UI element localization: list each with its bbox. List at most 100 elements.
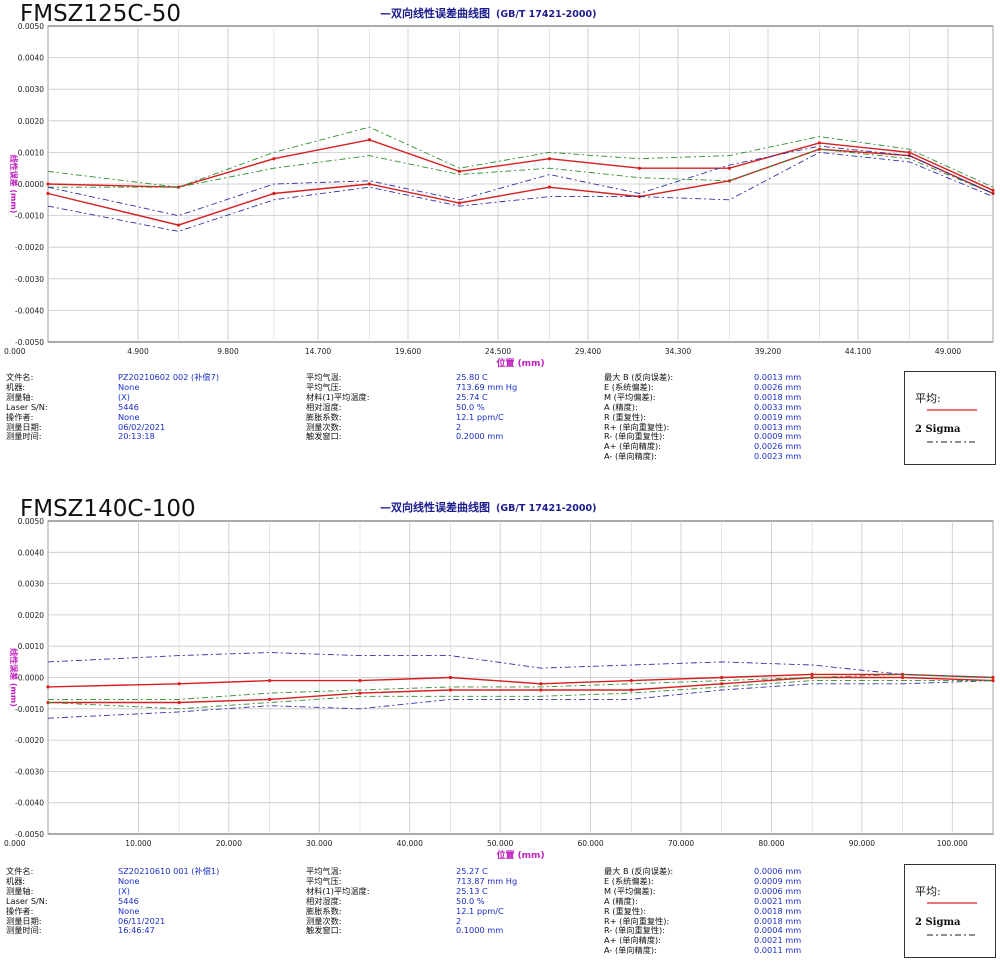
x-tick-label: 24.500 [485,347,511,356]
y-tick-label: -0.0020 [15,243,44,252]
series-line-sigma-green [47,680,993,710]
info-value: PZ20210602 002 (补偿7) [118,372,220,382]
info-label: 操作者: [6,411,34,422]
legend-mean-swatch [927,902,977,904]
info-value: 0.2000 mm [456,431,504,442]
info-label: 测量日期: [6,915,42,926]
info-label: 机器: [6,381,26,392]
x-tick-label: 4.900 [127,347,149,356]
chart-panel-bottom: -0.0050 -0.0040 -0.0030 -0.0020 -0.0010 0.000… [0,493,1000,962]
data-point [272,157,276,161]
data-point [991,675,995,680]
machine-model-title: FMSZ140C-100 [20,496,196,522]
series-line-sigma-blue [47,680,994,719]
info-label: 测量时间: [6,925,42,936]
info-value: 0.0023 mm [754,451,802,462]
data-point [457,169,462,173]
info-value: 16:46:47 [118,925,155,936]
legend-sigma-swatch [927,441,977,443]
x-tick-label: 9.800 [217,347,239,356]
info-label: 操作者: [6,905,34,916]
data-point [358,679,362,683]
info-label: A+ (单向精度): [604,935,661,946]
info-label: A (精度): [604,895,638,906]
info-label: A- (单向精度): [604,945,657,956]
info-label: Laser S/N: [6,895,48,906]
x-tick-label: 39.200 [755,347,781,356]
data-point [637,166,642,170]
chart-title-text: —双向线性误差曲线图 [380,501,490,514]
info-value: 12.1 ppm/C [456,411,504,422]
info-value: 0.0013 mm [754,372,802,382]
info-label: Laser S/N: [6,401,48,412]
info-label: 平均气温: [306,372,342,382]
data-point [177,700,181,705]
data-point [267,679,272,683]
info-value: 0.0018 mm [754,905,802,916]
info-label: 文件名: [6,866,34,876]
x-tick-label: 20.000 [216,839,242,848]
data-point [448,675,453,680]
legend-sigma-label: 2 Sigma [915,424,961,435]
info-value: None [118,905,140,916]
info-value: 06/11/2021 [118,915,166,926]
info-value: 20:13:18 [118,431,155,442]
x-tick-label: 0.000 [4,347,26,356]
info-label: R (重复性): [604,411,647,422]
series-line-sigma-blue [47,145,994,217]
info-value: 06/02/2021 [118,421,166,432]
info-value: 25.27 C [456,866,488,876]
info-label: 测量时间: [6,431,42,442]
y-tick-label: 0.0040 [18,548,44,557]
data-point [457,201,462,205]
info-value: 25.80 C [456,372,488,382]
x-axis-label: 位置 (mm) [496,357,544,369]
info-label: R+ (单向重复性): [604,915,670,926]
data-point [720,682,724,686]
info-label: A+ (单向精度): [604,441,661,452]
info-label: 触发窗口: [306,925,342,936]
x-tick-label: 19.600 [395,347,421,356]
chart-title-text: —双向线性误差曲线图 [380,7,490,20]
y-tick-label: 0.0020 [18,117,44,126]
x-tick-label: 70.000 [668,839,694,848]
info-label: R (重复性): [604,905,647,916]
y-axis-label: 线性误差 (mm) [9,648,19,707]
info-label: 膨胀系数: [306,411,342,422]
series-line-sigma-blue [47,652,994,678]
y-tick-label: -0.0010 [15,705,44,714]
info-value: 0.0004 mm [754,925,802,936]
y-tick-label: 0.0050 [18,517,44,526]
info-label: 测量日期: [6,421,42,432]
y-tick-label: 0.0000 [18,180,44,189]
info-label: 平均气温: [306,866,342,876]
info-label: R- (单向重复性): [604,431,665,442]
legend-sigma-swatch [927,934,977,936]
y-tick-label: 0.0030 [18,580,44,589]
info-label: 测量次数: [306,915,342,926]
legend-box: 平均: 2 Sigma [904,864,996,958]
y-tick-label: -0.0010 [15,212,44,221]
info-value: 0.0006 mm [754,885,802,896]
info-label: 测量次数: [306,421,342,432]
info-value: 0.0009 mm [754,875,802,886]
info-value: 25.74 C [456,391,488,402]
x-tick-label: 50.000 [487,839,513,848]
x-tick-label: 60.000 [577,839,603,848]
info-value: 0.0013 mm [754,421,802,432]
series-line-sigma-green [48,673,994,700]
data-point [176,223,181,227]
info-label: 平均气压: [306,381,342,392]
y-tick-label: -0.0030 [15,275,44,284]
info-label: R- (单向重复性): [604,925,665,936]
data-point [907,150,912,154]
info-label: A (精度): [604,401,638,412]
info-value: 0.0033 mm [754,401,802,412]
info-value: 12.1 ppm/C [456,905,504,916]
measurement-info-table: 文件名: SZ20210610 001 (补偿1) 机器: None 测量轴: (X) La… [6,866,902,959]
data-point [810,672,814,676]
chart-standard: (GB/T 17421-2000) [496,9,597,20]
info-label: 相对湿度: [306,401,342,412]
info-value: (X) [118,391,130,402]
measurement-info-table: 文件名: PZ20210602 002 (补偿7) 机器: None 测量轴: (X) La… [6,372,902,465]
